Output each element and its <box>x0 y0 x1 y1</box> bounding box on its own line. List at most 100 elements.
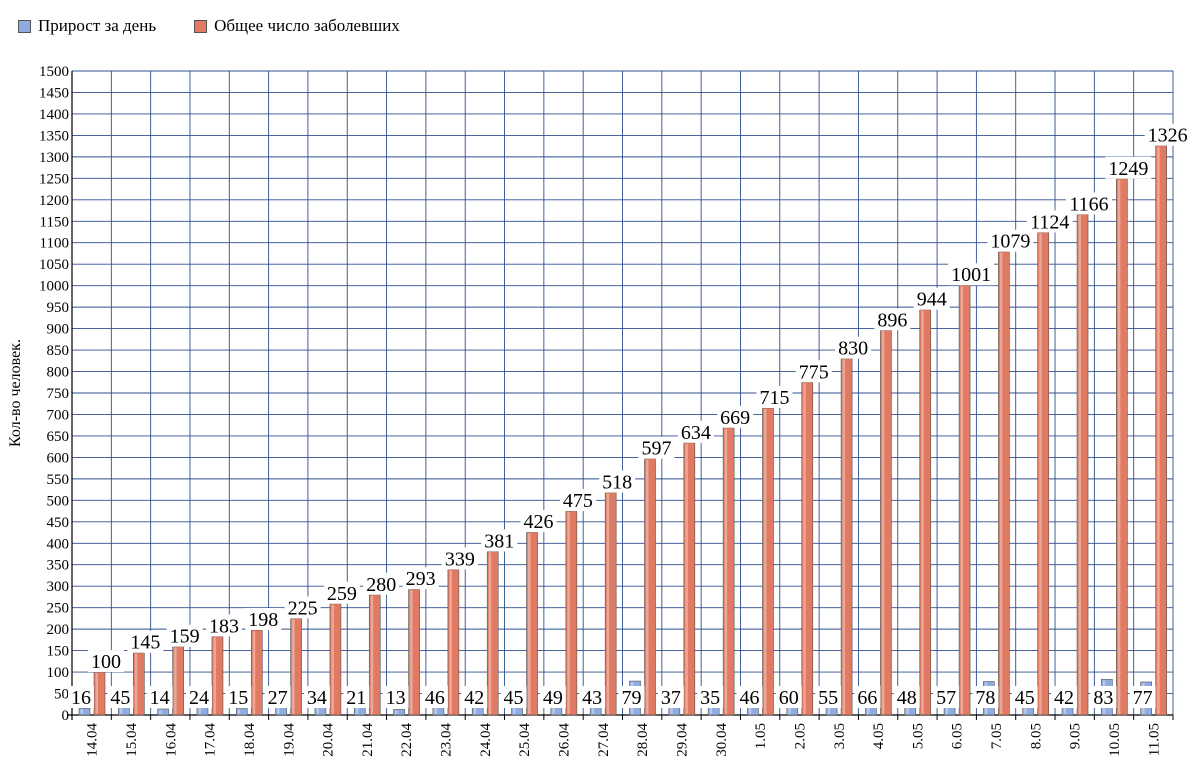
label-total-text: 280 <box>366 574 396 596</box>
label-total-bg <box>1026 210 1073 233</box>
label-total-text: 225 <box>288 597 318 619</box>
label-total-bg <box>835 336 872 359</box>
label-total-text: 198 <box>248 609 278 631</box>
bar-daily <box>78 707 91 716</box>
x-tick-label: 15.04 <box>124 723 140 757</box>
label-total: 159 <box>166 624 203 648</box>
bar-total-highlight <box>370 595 374 714</box>
label-total-bg <box>756 386 793 409</box>
label-daily: 45 <box>107 686 134 709</box>
x-tick-label: 6.05 <box>950 723 966 749</box>
bar-total <box>211 636 224 716</box>
x-tick-label: 7.05 <box>989 723 1005 749</box>
label-total-bg <box>245 607 282 630</box>
label-daily-text: 42 <box>1054 687 1074 709</box>
bar-total <box>447 569 460 716</box>
x-tick-label: 28.04 <box>635 723 651 757</box>
label-daily-text: 49 <box>543 687 563 709</box>
label-total-bg <box>441 547 478 570</box>
y-tick-label: 450 <box>47 515 70 531</box>
label-total: 259 <box>323 581 360 605</box>
bar-total <box>526 531 538 716</box>
label-daily: 24 <box>185 686 212 709</box>
bar-total <box>998 251 1010 716</box>
label-daily: 27 <box>264 686 291 709</box>
y-tick-label: 1150 <box>40 214 69 230</box>
bar-total-highlight <box>292 619 295 714</box>
x-ticks: 14.04 15.04 16.04 17.04 18.04 19.04 20.04 21.04… <box>85 715 1174 757</box>
bars <box>78 145 1167 716</box>
x-tick-label: 14.04 <box>85 723 101 757</box>
bar-total-highlight <box>449 570 452 714</box>
label-daily-text: 57 <box>936 687 956 709</box>
y-tick-label: 900 <box>47 322 70 338</box>
label-daily-bg <box>500 686 527 708</box>
bar-daily-highlight <box>355 706 359 714</box>
bar-total-highlight <box>331 604 334 714</box>
bar-total <box>172 646 184 716</box>
label-daily-text: 48 <box>897 687 917 709</box>
label-daily: 48 <box>893 686 920 709</box>
label-daily-bg <box>775 686 802 708</box>
bar-total <box>93 671 106 716</box>
x-tick-label: 1.05 <box>753 723 769 749</box>
bar-daily-highlight <box>80 709 83 714</box>
bar-total <box>722 427 735 716</box>
x-tick-label: 17.04 <box>203 723 219 757</box>
y-ticks: 0 50 100 150 200 250 300 350 400 450 500 550 600 650 7… <box>39 64 69 724</box>
label-total-text: 426 <box>524 511 554 533</box>
x-tick-label: 3.05 <box>832 723 848 749</box>
label-daily: 15 <box>225 686 252 709</box>
bar-total-highlight <box>960 286 964 714</box>
label-daily-text: 14 <box>150 687 170 709</box>
label-total: 475 <box>559 489 596 512</box>
bar-total-highlight <box>763 409 767 714</box>
label-daily-text: 55 <box>818 687 838 709</box>
label-daily: 46 <box>736 686 763 709</box>
label-total: 1249 <box>1105 156 1152 180</box>
bar-total-highlight <box>842 359 846 714</box>
x-tick-label: 9.05 <box>1068 723 1084 749</box>
y-tick-label: 1500 <box>39 64 69 80</box>
label-total-text: 896 <box>877 309 907 331</box>
label-total-text: 775 <box>799 361 829 383</box>
label-daily: 42 <box>1051 686 1078 709</box>
label-total-text: 381 <box>484 530 514 552</box>
y-tick-label: 250 <box>47 601 70 617</box>
x-tick-label: 20.04 <box>321 723 337 757</box>
label-total-text: 100 <box>91 651 121 673</box>
label-total-bg <box>1066 192 1113 215</box>
label-total-text: 183 <box>209 615 239 637</box>
bar-total <box>683 442 696 716</box>
bar-total-highlight <box>1157 146 1160 715</box>
legend-swatch-total <box>194 19 208 33</box>
bar-total-highlight <box>724 428 728 714</box>
label-total: 1124 <box>1026 210 1073 233</box>
bar-total-highlight <box>606 493 610 714</box>
bar-total <box>919 309 932 716</box>
label-daily-bg <box>854 686 881 708</box>
y-tick-label: 150 <box>47 644 70 660</box>
y-tick-label: 1250 <box>39 171 69 187</box>
bar-total-highlight <box>921 310 924 714</box>
label-total-bg <box>520 510 557 533</box>
label-total-bg <box>795 360 832 383</box>
label-daily: 78 <box>972 686 999 709</box>
label-total-bg <box>638 436 675 459</box>
bar-total <box>133 652 145 716</box>
bar-total-highlight <box>1078 215 1082 714</box>
y-tick-label: 550 <box>47 472 70 488</box>
label-daily-bg <box>657 686 684 708</box>
bar-total-highlight <box>1039 233 1042 715</box>
label-total-text: 259 <box>327 583 357 605</box>
label-daily: 45 <box>500 686 527 709</box>
label-total-bg <box>363 572 400 595</box>
label-total: 183 <box>205 614 242 637</box>
y-tick-label: 1100 <box>40 236 69 252</box>
x-tick-label: 11.05 <box>1146 723 1162 756</box>
bar-total-highlight <box>685 443 688 714</box>
label-total-bg <box>717 405 754 428</box>
x-tick-label: 10.05 <box>1107 723 1123 757</box>
label-total-text: 669 <box>720 407 750 429</box>
bar-total-highlight <box>1117 179 1121 714</box>
